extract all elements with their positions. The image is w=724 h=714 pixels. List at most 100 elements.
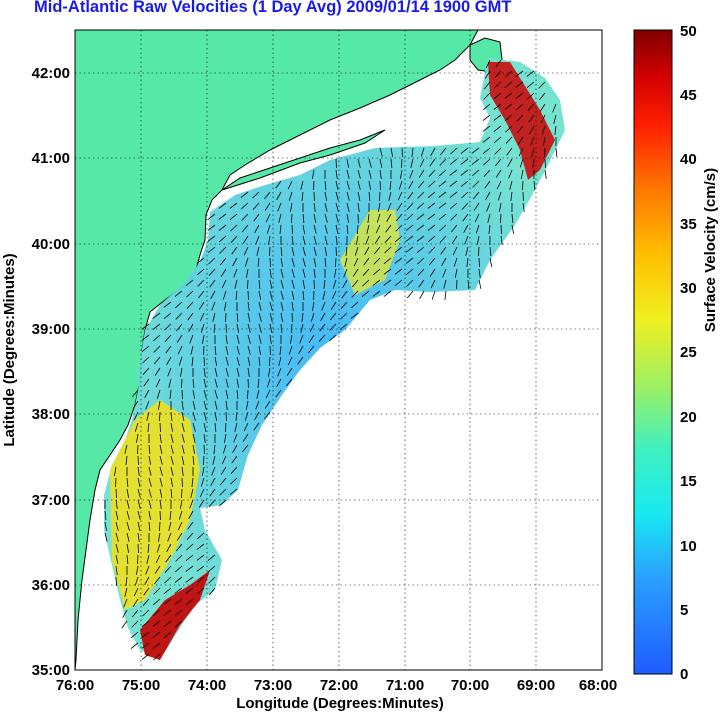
y-axis-label: Latitude (Degrees:Minutes)	[1, 253, 18, 446]
velocity-arrow	[301, 191, 304, 201]
velocity-arrow	[357, 191, 361, 201]
x-axis-label: Longitude (Degrees:Minutes)	[236, 695, 444, 712]
colorbar-tick-label: 45	[680, 87, 697, 104]
velocity-arrow	[493, 103, 502, 110]
velocity-arrow	[461, 191, 469, 199]
velocity-arrow	[130, 642, 139, 649]
velocity-arrow	[218, 202, 227, 209]
velocity-arrow	[302, 213, 305, 223]
velocity-arrow	[196, 543, 205, 550]
velocity-arrow	[247, 301, 250, 311]
velocity-arrow	[361, 290, 370, 298]
velocity-arrow	[178, 510, 183, 520]
velocity-high-south	[110, 400, 200, 610]
velocity-arrow	[174, 587, 183, 594]
velocity-arrow	[288, 345, 293, 355]
velocity-arrow	[186, 301, 194, 309]
velocity-arrow	[122, 609, 128, 619]
velocity-arrow	[141, 334, 150, 341]
velocity-arrow	[340, 312, 348, 320]
velocity-arrow	[192, 455, 195, 465]
velocity-arrow	[264, 202, 271, 211]
velocity-arrow	[456, 279, 458, 290]
velocity-arrow	[308, 334, 315, 343]
velocity-arrow	[137, 532, 140, 542]
velocity-arrow	[148, 477, 152, 487]
velocity-arrow	[364, 246, 370, 256]
velocity-arrow	[142, 598, 150, 606]
velocity-arrow	[181, 466, 184, 476]
velocity-arrow	[221, 455, 227, 465]
velocity-arrow	[126, 477, 129, 487]
velocity-arrow	[114, 466, 117, 476]
velocity-arrow	[472, 191, 480, 200]
velocity-arrow	[483, 92, 491, 100]
velocity-arrow	[324, 235, 328, 245]
velocity-arrow	[324, 202, 328, 212]
velocity-arrow	[236, 323, 240, 333]
velocity-arrow	[243, 246, 249, 256]
velocity-arrow	[141, 323, 150, 330]
velocity-peak-south	[140, 570, 210, 660]
velocity-arrow	[442, 268, 447, 278]
velocity-arrow	[132, 598, 139, 607]
velocity-arrow	[540, 114, 546, 124]
velocity-arrow	[494, 147, 502, 155]
velocity-arrow	[482, 147, 491, 155]
velocity-arrow	[428, 180, 436, 188]
velocity-arrow	[439, 224, 447, 232]
velocity-arrow	[495, 59, 502, 68]
velocity-arrow	[104, 521, 108, 531]
velocity-arrow	[258, 279, 261, 289]
velocity-arrow	[444, 290, 447, 300]
velocity-arrow	[515, 103, 524, 111]
velocity-arrow	[141, 620, 150, 628]
y-tick-label: 39:00	[32, 321, 70, 338]
velocity-arrow	[280, 323, 283, 333]
velocity-arrow	[394, 257, 403, 264]
velocity-arrow	[451, 235, 458, 244]
velocity-arrow	[137, 554, 139, 565]
velocity-arrow	[405, 235, 414, 242]
velocity-arrow	[242, 444, 249, 453]
colorbar-tick-label: 10	[680, 538, 697, 555]
velocity-arrow	[324, 180, 327, 190]
velocity-arrow	[516, 114, 524, 122]
velocity-arrow	[230, 235, 238, 243]
velocity-arrow	[427, 235, 436, 243]
velocity-arrow	[269, 312, 273, 322]
velocity-arrow	[269, 356, 271, 367]
velocity-arrow	[268, 235, 271, 245]
velocity-arrow	[231, 246, 238, 255]
velocity-arrow	[243, 422, 249, 432]
velocity-arrow	[542, 136, 546, 146]
velocity-arrow	[269, 323, 273, 333]
velocity-arrow	[143, 587, 150, 596]
velocity-arrow	[132, 389, 139, 398]
velocity-arrow	[158, 400, 161, 410]
velocity-arrow	[383, 290, 392, 297]
velocity-arrow	[124, 587, 128, 597]
velocity-arrow	[321, 301, 326, 311]
velocity-arrow	[174, 598, 183, 605]
velocity-arrow	[236, 367, 240, 377]
velocity-arrow	[280, 290, 284, 300]
velocity-arrow	[185, 598, 194, 606]
colorbar-tick-labels: 0 5 10 15 20 25 30 35 40 45 50	[680, 23, 697, 683]
velocity-arrow	[280, 312, 284, 322]
velocity-arrow	[394, 268, 403, 275]
velocity-arrow	[186, 532, 194, 540]
velocity-arrow	[291, 235, 294, 245]
velocity-arrow	[527, 103, 535, 111]
colorbar-tick-label: 35	[680, 216, 697, 233]
velocity-arrow	[504, 92, 513, 99]
velocity-arrow	[126, 488, 130, 498]
velocity-arrow	[351, 290, 359, 298]
velocity-arrow	[350, 301, 359, 309]
velocity-arrow	[152, 323, 161, 330]
velocity-arrow	[319, 323, 326, 332]
velocity-arrow	[396, 213, 403, 222]
velocity-arrow	[242, 224, 249, 233]
velocity-arrow	[500, 213, 502, 224]
velocity-arrow	[508, 169, 513, 179]
